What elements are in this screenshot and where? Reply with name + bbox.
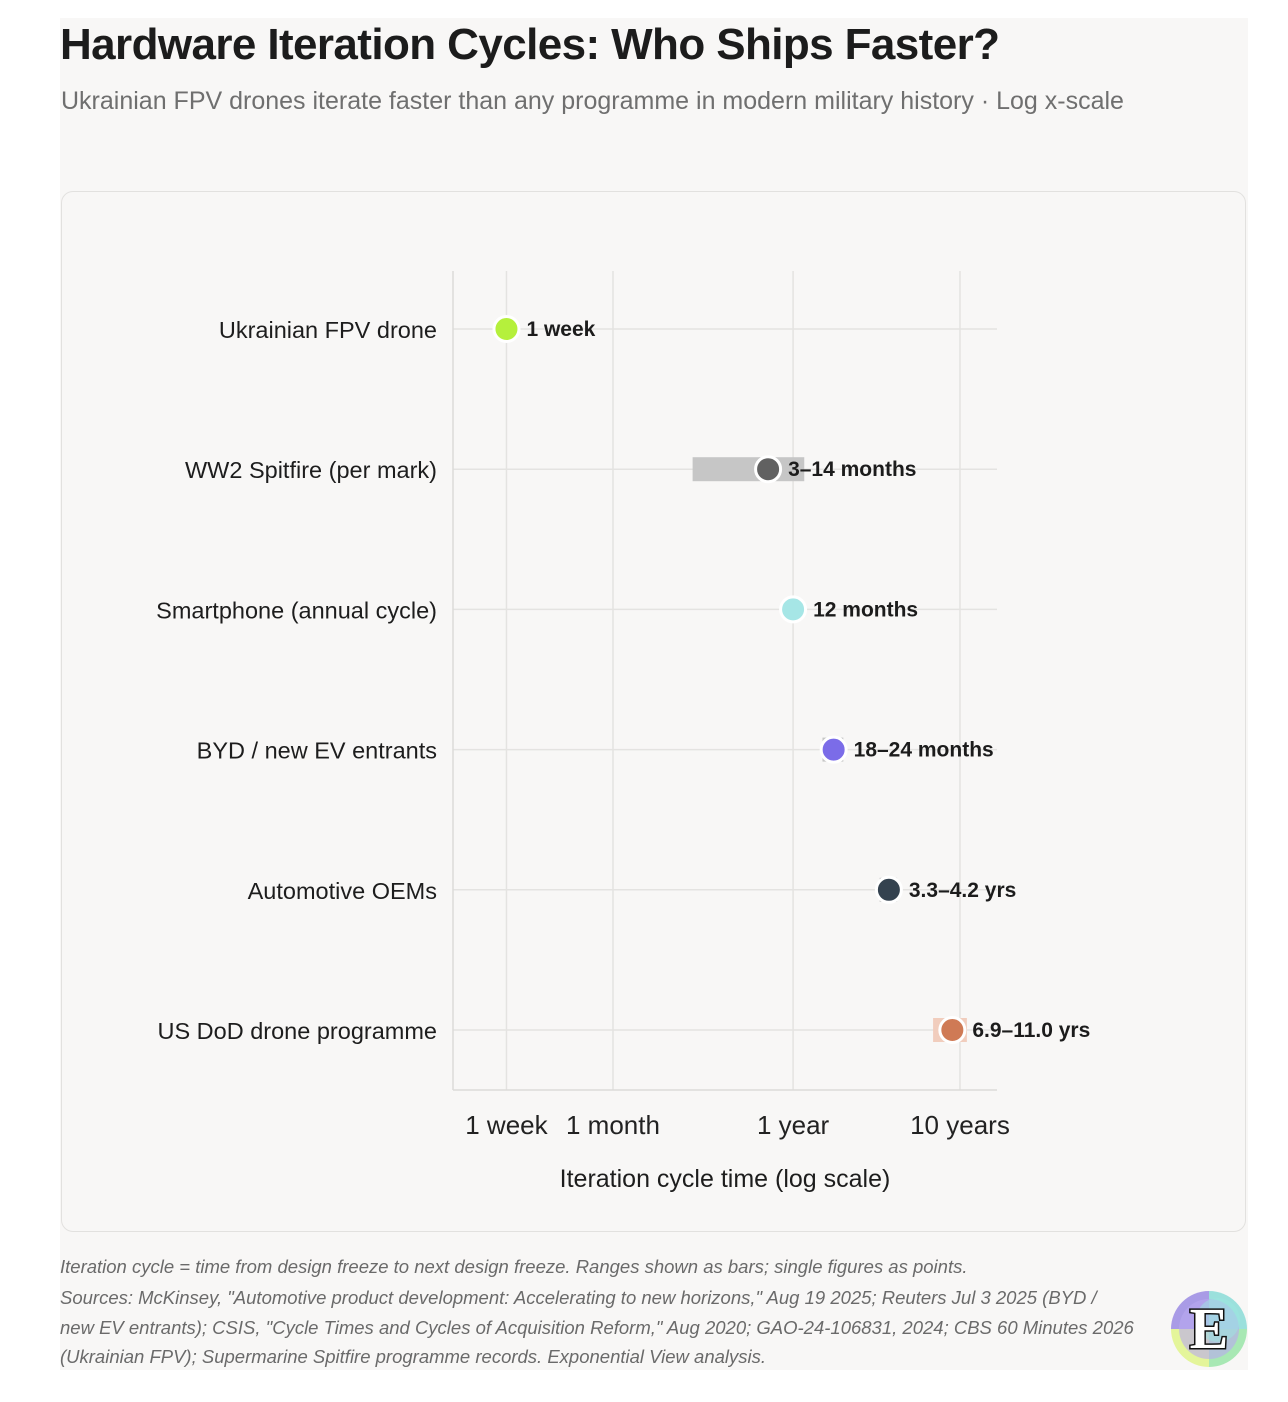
x-tick-label: 1 month — [566, 1110, 660, 1140]
x-tick-label: 1 week — [465, 1110, 548, 1140]
category-label: US DoD drone programme — [158, 1018, 438, 1044]
data-label: 12 months — [813, 598, 918, 621]
range-bar — [692, 457, 805, 482]
data-label: 18–24 months — [854, 739, 994, 762]
chart-title: Hardware Iteration Cycles: Who Ships Fas… — [60, 20, 1000, 69]
svg-text:E: E — [1190, 1296, 1229, 1361]
x-tick-label: 10 years — [910, 1110, 1010, 1140]
category-label: Ukrainian FPV drone — [219, 317, 437, 343]
category-label: Automotive OEMs — [248, 878, 437, 904]
exponential-view-logo: E — [1171, 1291, 1247, 1367]
data-label: 3.3–4.2 yrs — [909, 879, 1016, 902]
footnote: Iteration cycle = time from design freez… — [60, 1256, 968, 1277]
data-point — [874, 875, 903, 904]
category-label: BYD / new EV entrants — [197, 738, 437, 764]
sources-note: Sources: McKinsey, "Automotive product d… — [60, 1287, 1134, 1367]
data-label: 3–14 months — [788, 458, 916, 481]
data-point — [938, 1016, 967, 1044]
chart-card — [61, 191, 1246, 1232]
data-point — [779, 595, 808, 624]
data-label: 1 week — [526, 318, 595, 341]
chart-subtitle: Ukrainian FPV drones iterate faster than… — [61, 87, 1124, 115]
data-point — [492, 315, 521, 343]
x-axis-label: Iteration cycle time (log scale) — [560, 1165, 891, 1193]
data-label: 6.9–11.0 yrs — [972, 1019, 1090, 1042]
data-point — [819, 735, 848, 764]
data-point — [754, 455, 783, 484]
category-label: WW2 Spitfire (per mark) — [185, 457, 437, 483]
category-label: Smartphone (annual cycle) — [156, 597, 437, 623]
x-tick-label: 1 year — [757, 1110, 830, 1140]
